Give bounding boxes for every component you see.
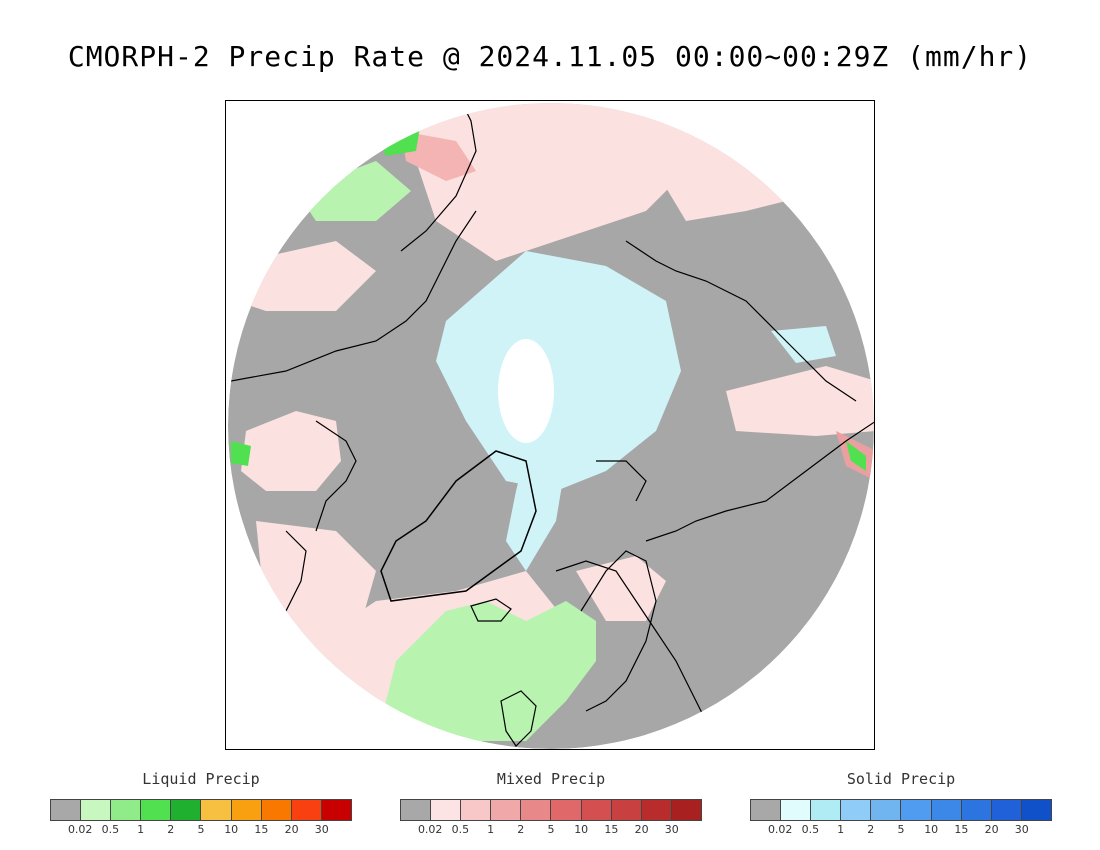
legend-swatch [551, 800, 582, 820]
legend-swatch [961, 800, 992, 820]
legend-tick-label: 15 [254, 823, 269, 836]
liquid-precip-west [231, 441, 251, 466]
legend-swatch [291, 800, 322, 820]
mixed-precip-siberia-band [726, 366, 874, 436]
legend-swatch [641, 800, 672, 820]
mixed-precip-north-pacific [386, 103, 696, 261]
legend-swatch [611, 800, 642, 820]
mixed-precip-legend: Mixed Precip 0.02 0.5 1 2 5 10 15 20 30 [400, 770, 702, 837]
map-svg [228, 103, 874, 749]
liquid-precip-gulf-alaska [296, 161, 411, 221]
eurasia-coastline [555, 240, 874, 742]
legend-tick-label: 5 [547, 823, 555, 836]
mixed-precip-scandinavia [576, 556, 666, 621]
liquid-precip-north-atlantic [376, 601, 596, 741]
legend-swatch [461, 800, 492, 820]
legend-swatch [781, 800, 812, 820]
legend-ticks: 0.02 0.5 1 2 5 10 15 20 30 [400, 823, 702, 837]
solid-precip-siberia-patch [771, 326, 836, 363]
iceland-coastline [470, 598, 512, 622]
legend-swatch [581, 800, 612, 820]
legend-swatch [321, 800, 351, 820]
legend-tick-label: 10 [224, 823, 239, 836]
legend-tick-label: 2 [867, 823, 875, 836]
legend-ticks: 0.02 0.5 1 2 5 10 15 20 30 [750, 823, 1052, 837]
legend-tick-label: 2 [517, 823, 525, 836]
legend-swatch [401, 800, 432, 820]
legend-tick-label: 15 [954, 823, 969, 836]
legend-swatch [811, 800, 842, 820]
legend-tick-label: 2 [167, 823, 175, 836]
legend-tick-label: 30 [664, 823, 679, 836]
legend-tick-label: 1 [487, 823, 495, 836]
legend-swatch [491, 800, 522, 820]
legend-title: Liquid Precip [142, 770, 260, 788]
legend-swatch [261, 800, 292, 820]
legend-tick-label: 1 [137, 823, 145, 836]
legend-swatch [171, 800, 202, 820]
legend-swatch [991, 800, 1022, 820]
solid-precip-arctic-ocean [436, 251, 681, 491]
legend-tick-label: 0.5 [801, 823, 820, 836]
legend-swatch [841, 800, 872, 820]
legend-tick-label: 15 [604, 823, 619, 836]
legend-tick-label: 0.5 [451, 823, 470, 836]
legend-tick-label: 0.02 [417, 823, 443, 836]
legend-tick-label: 30 [314, 823, 329, 836]
legend-title: Solid Precip [846, 770, 956, 788]
mixed-precip-hudson-bay [241, 411, 341, 491]
legend-colorbar [750, 799, 1052, 821]
legend-swatch [1021, 800, 1051, 820]
legend-tick-label: 0.02 [67, 823, 93, 836]
no-precip-pole-area [498, 339, 554, 443]
legend-tick-label: 5 [897, 823, 905, 836]
legend-swatch [51, 800, 82, 820]
liquid-precip-legend: Liquid Precip 0.02 0.5 1 2 5 10 15 20 30 [50, 770, 352, 837]
uk-coastline [500, 690, 537, 747]
legend-colorbar [50, 799, 352, 821]
legend-colorbar [400, 799, 702, 821]
legend-ticks: 0.02 0.5 1 2 5 10 15 20 30 [50, 823, 352, 837]
legend-title: Mixed Precip [496, 770, 606, 788]
legend-tick-label: 20 [984, 823, 999, 836]
polar-precip-map [225, 100, 875, 750]
scandinavia-coastline [580, 550, 657, 712]
legend-tick-label: 30 [1014, 823, 1029, 836]
legend-tick-label: 20 [634, 823, 649, 836]
legend-tick-label: 5 [197, 823, 205, 836]
legend-tick-label: 10 [574, 823, 589, 836]
legend-swatch [671, 800, 701, 820]
legend-tick-label: 0.02 [767, 823, 793, 836]
greenland-coastline [380, 450, 537, 602]
legend-tick-label: 0.5 [101, 823, 120, 836]
legend-swatch [871, 800, 902, 820]
legend-swatch [751, 800, 782, 820]
alaska-coastline [400, 103, 477, 252]
legend-swatch [431, 800, 462, 820]
legend-swatch [201, 800, 232, 820]
legend-swatch [931, 800, 962, 820]
legend-swatch [231, 800, 262, 820]
legend-tick-label: 1 [837, 823, 845, 836]
legend-swatch [111, 800, 142, 820]
legend-swatch [81, 800, 112, 820]
legend-swatch [141, 800, 172, 820]
legend-swatch [901, 800, 932, 820]
chart-title: CMORPH-2 Precip Rate @ 2024.11.05 00:00~… [67, 40, 1033, 73]
mixed-precip-bering [401, 131, 476, 181]
solid-precip-legend: Solid Precip 0.02 0.5 1 2 5 10 15 20 30 [750, 770, 1052, 837]
legend-swatch [521, 800, 552, 820]
legend-tick-label: 10 [924, 823, 939, 836]
liquid-precip-east-asia [846, 441, 866, 471]
legend-tick-label: 20 [284, 823, 299, 836]
